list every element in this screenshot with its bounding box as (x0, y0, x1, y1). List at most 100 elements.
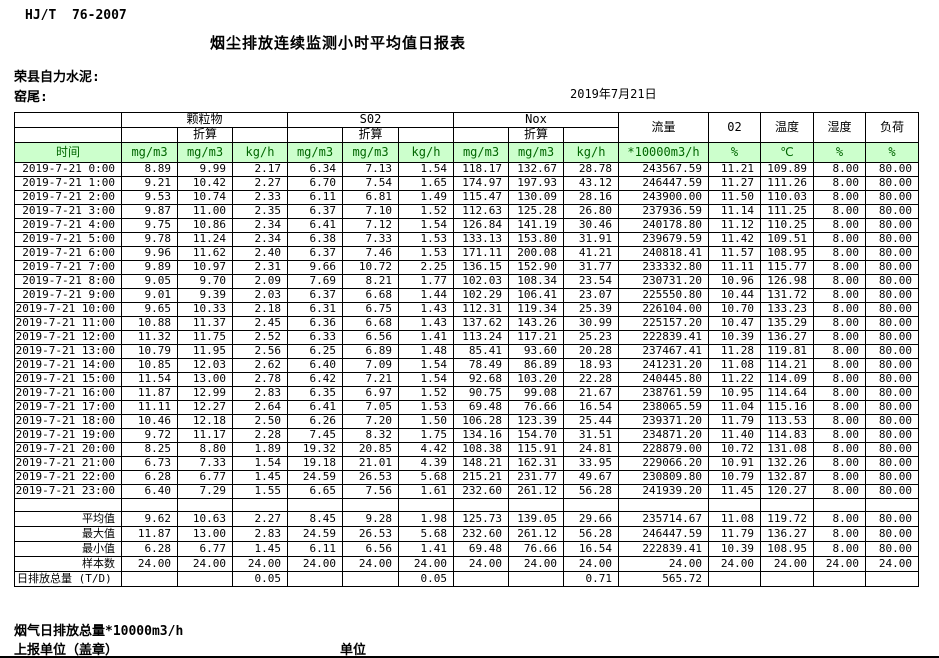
cell-value: 80.00 (865, 456, 919, 471)
cell-value (177, 571, 233, 587)
header-blank-cell (563, 127, 619, 143)
cell-value: 9.65 (121, 302, 178, 317)
cell-value: 153.80 (508, 232, 564, 247)
cell-value: 1.45 (232, 470, 288, 485)
cell-value: 241939.20 (618, 484, 709, 499)
cell-value: 92.68 (453, 372, 509, 387)
cell-value: 11.11 (121, 400, 178, 415)
cell-value: 8.00 (813, 274, 866, 289)
cell-value: 162.31 (508, 456, 564, 471)
cell-value: 108.95 (760, 541, 814, 557)
cell-value: 9.70 (177, 274, 233, 289)
cell-value: 7.54 (342, 176, 399, 191)
cell-value: 1.54 (398, 358, 454, 373)
hourly-row: 2019-7-21 16:00 11.87 12.99 2.83 6.35 6.97 1.5… (14, 386, 919, 401)
cell-value: 11.27 (708, 176, 761, 191)
cell-value: 80.00 (865, 176, 919, 191)
cell-value: 102.29 (453, 288, 509, 303)
header-converted-row: 折算 折算 折算 (14, 127, 919, 143)
cell-value: 141.19 (508, 218, 564, 233)
cell-value: 8.00 (813, 260, 866, 275)
cell-value: 108.38 (453, 442, 509, 457)
cell-value: 1.75 (398, 428, 454, 443)
cell-value: 109.51 (760, 232, 814, 247)
cell-value: 115.16 (760, 400, 814, 415)
row-label: 样本数 (14, 556, 122, 572)
cell-value: 18.93 (563, 358, 619, 373)
cell-value: 80.00 (865, 414, 919, 429)
cell-value: 1.54 (398, 218, 454, 233)
cell-value: 11.42 (708, 232, 761, 247)
cell-value (453, 571, 509, 587)
unit-cell: mg/m3 (121, 142, 178, 163)
row-time: 2019-7-21 12:00 (14, 330, 122, 345)
cell-value: 6.56 (342, 541, 399, 557)
header-blank-cell (232, 127, 288, 143)
cell-value: 8.00 (813, 442, 866, 457)
cell-value: 9.62 (121, 511, 178, 527)
cell-value: 8.00 (813, 386, 866, 401)
hourly-row: 2019-7-21 23:00 6.40 7.29 1.55 6.65 7.56 1.61 2… (14, 484, 919, 499)
cell-value: 131.72 (760, 288, 814, 303)
cell-value: 134.16 (453, 428, 509, 443)
hourly-row: 2019-7-21 12:00 11.32 11.75 2.52 6.33 6.56 1.4… (14, 330, 919, 345)
cell-value: 222839.41 (618, 541, 709, 557)
cell-value: 109.89 (760, 162, 814, 177)
cell-value: 2.33 (232, 190, 288, 205)
hourly-rows: 2019-7-21 0:00 8.89 9.99 2.17 6.34 7.13 1.54 11… (14, 162, 919, 499)
cell-value: 228879.00 (618, 442, 709, 457)
header-blank-cell (453, 127, 509, 143)
hourly-row: 2019-7-21 7:00 9.89 10.97 2.31 9.66 10.72 2.25… (14, 260, 919, 275)
cell-value: 2.27 (232, 176, 288, 191)
cell-value: 26.53 (342, 526, 399, 542)
cell-value: 80.00 (865, 232, 919, 247)
cell-value: 11.28 (708, 344, 761, 359)
cell-value: 2.17 (232, 162, 288, 177)
cell-value: 10.46 (121, 414, 178, 429)
cell-value: 80.00 (865, 344, 919, 359)
cell-value: 1.43 (398, 302, 454, 317)
cell-value: 132.26 (760, 456, 814, 471)
cell-value: 110.03 (760, 190, 814, 205)
cell-value: 246447.59 (618, 176, 709, 191)
cell-value: 1.53 (398, 232, 454, 247)
hourly-row: 2019-7-21 11:00 10.88 11.37 2.45 6.36 6.68 1.4… (14, 316, 919, 331)
cell-value: 2.18 (232, 302, 288, 317)
cell-value: 8.80 (177, 442, 233, 457)
header-time-label: 时间 (14, 142, 122, 163)
cell-value: 11.17 (177, 428, 233, 443)
cell-value: 6.65 (287, 484, 343, 499)
header-pm-group: 颗粒物 (121, 112, 288, 128)
monitoring-point: 窑尾: (14, 90, 48, 105)
cell-value: 85.41 (453, 344, 509, 359)
cell-value: 243900.00 (618, 190, 709, 205)
cell-value: 136.27 (760, 330, 814, 345)
cell-value: 1.55 (232, 484, 288, 499)
unit-cell: % (865, 142, 919, 163)
cell-value: 4.42 (398, 442, 454, 457)
cell-value: 11.22 (708, 372, 761, 387)
header-group-row: 颗粒物 S02 Nox 流量 02 温度 湿度 负荷 (14, 112, 919, 143)
cell-value: 240818.41 (618, 246, 709, 261)
cell-value: 7.46 (342, 246, 399, 261)
cell-value: 8.00 (813, 470, 866, 485)
cell-value: 136.15 (453, 260, 509, 275)
cell-value: 6.70 (287, 176, 343, 191)
cell-value: 2.83 (232, 526, 288, 542)
cell-value: 112.63 (453, 204, 509, 219)
cell-value: 118.17 (453, 162, 509, 177)
cell-value: 114.64 (760, 386, 814, 401)
cell-value: 119.72 (760, 511, 814, 527)
cell-value: 7.12 (342, 218, 399, 233)
cell-value: 1.54 (398, 162, 454, 177)
row-time: 2019-7-21 5:00 (14, 232, 122, 247)
cell-value: 6.28 (121, 470, 178, 485)
cell-value: 7.69 (287, 274, 343, 289)
cell-value (760, 571, 814, 587)
header-so2-converted: 折算 (342, 127, 399, 143)
unit-label: 单位 (340, 643, 367, 658)
cell-value: 11.00 (177, 204, 233, 219)
company-name: 荣县自力水泥: (14, 70, 100, 85)
cell-value: 200.08 (508, 246, 564, 261)
cell-value: 11.11 (708, 260, 761, 275)
